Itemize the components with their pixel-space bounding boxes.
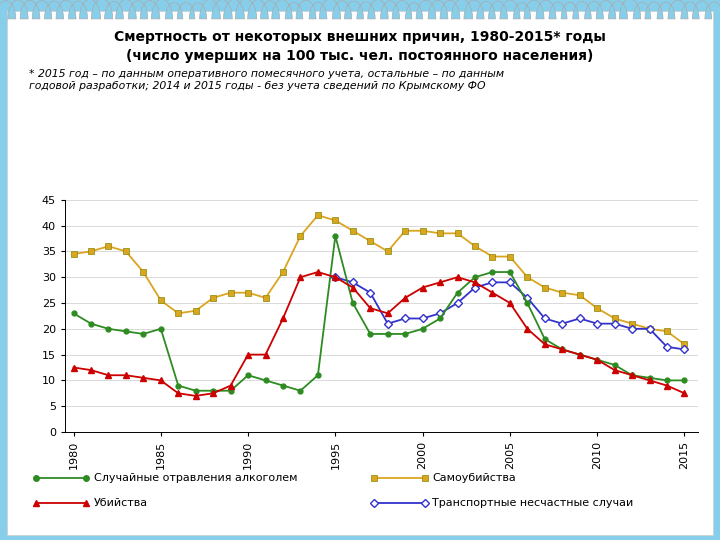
Text: Самоубийства: Самоубийства: [432, 473, 516, 483]
FancyBboxPatch shape: [7, 11, 713, 535]
Text: Смертность от некоторых внешних причин, 1980-2015* годы: Смертность от некоторых внешних причин, …: [114, 30, 606, 44]
Polygon shape: [0, 0, 720, 19]
Text: Транспортные несчастные случаи: Транспортные несчастные случаи: [432, 498, 634, 508]
Text: Убийства: Убийства: [94, 498, 148, 508]
Text: * 2015 год – по данным оперативного помесячного учета, остальные – по данным
год: * 2015 год – по данным оперативного поме…: [29, 69, 504, 91]
Text: Случайные отравления алкоголем: Случайные отравления алкоголем: [94, 473, 297, 483]
Text: (число умерших на 100 тыс. чел. постоянного населения): (число умерших на 100 тыс. чел. постоянн…: [126, 49, 594, 63]
